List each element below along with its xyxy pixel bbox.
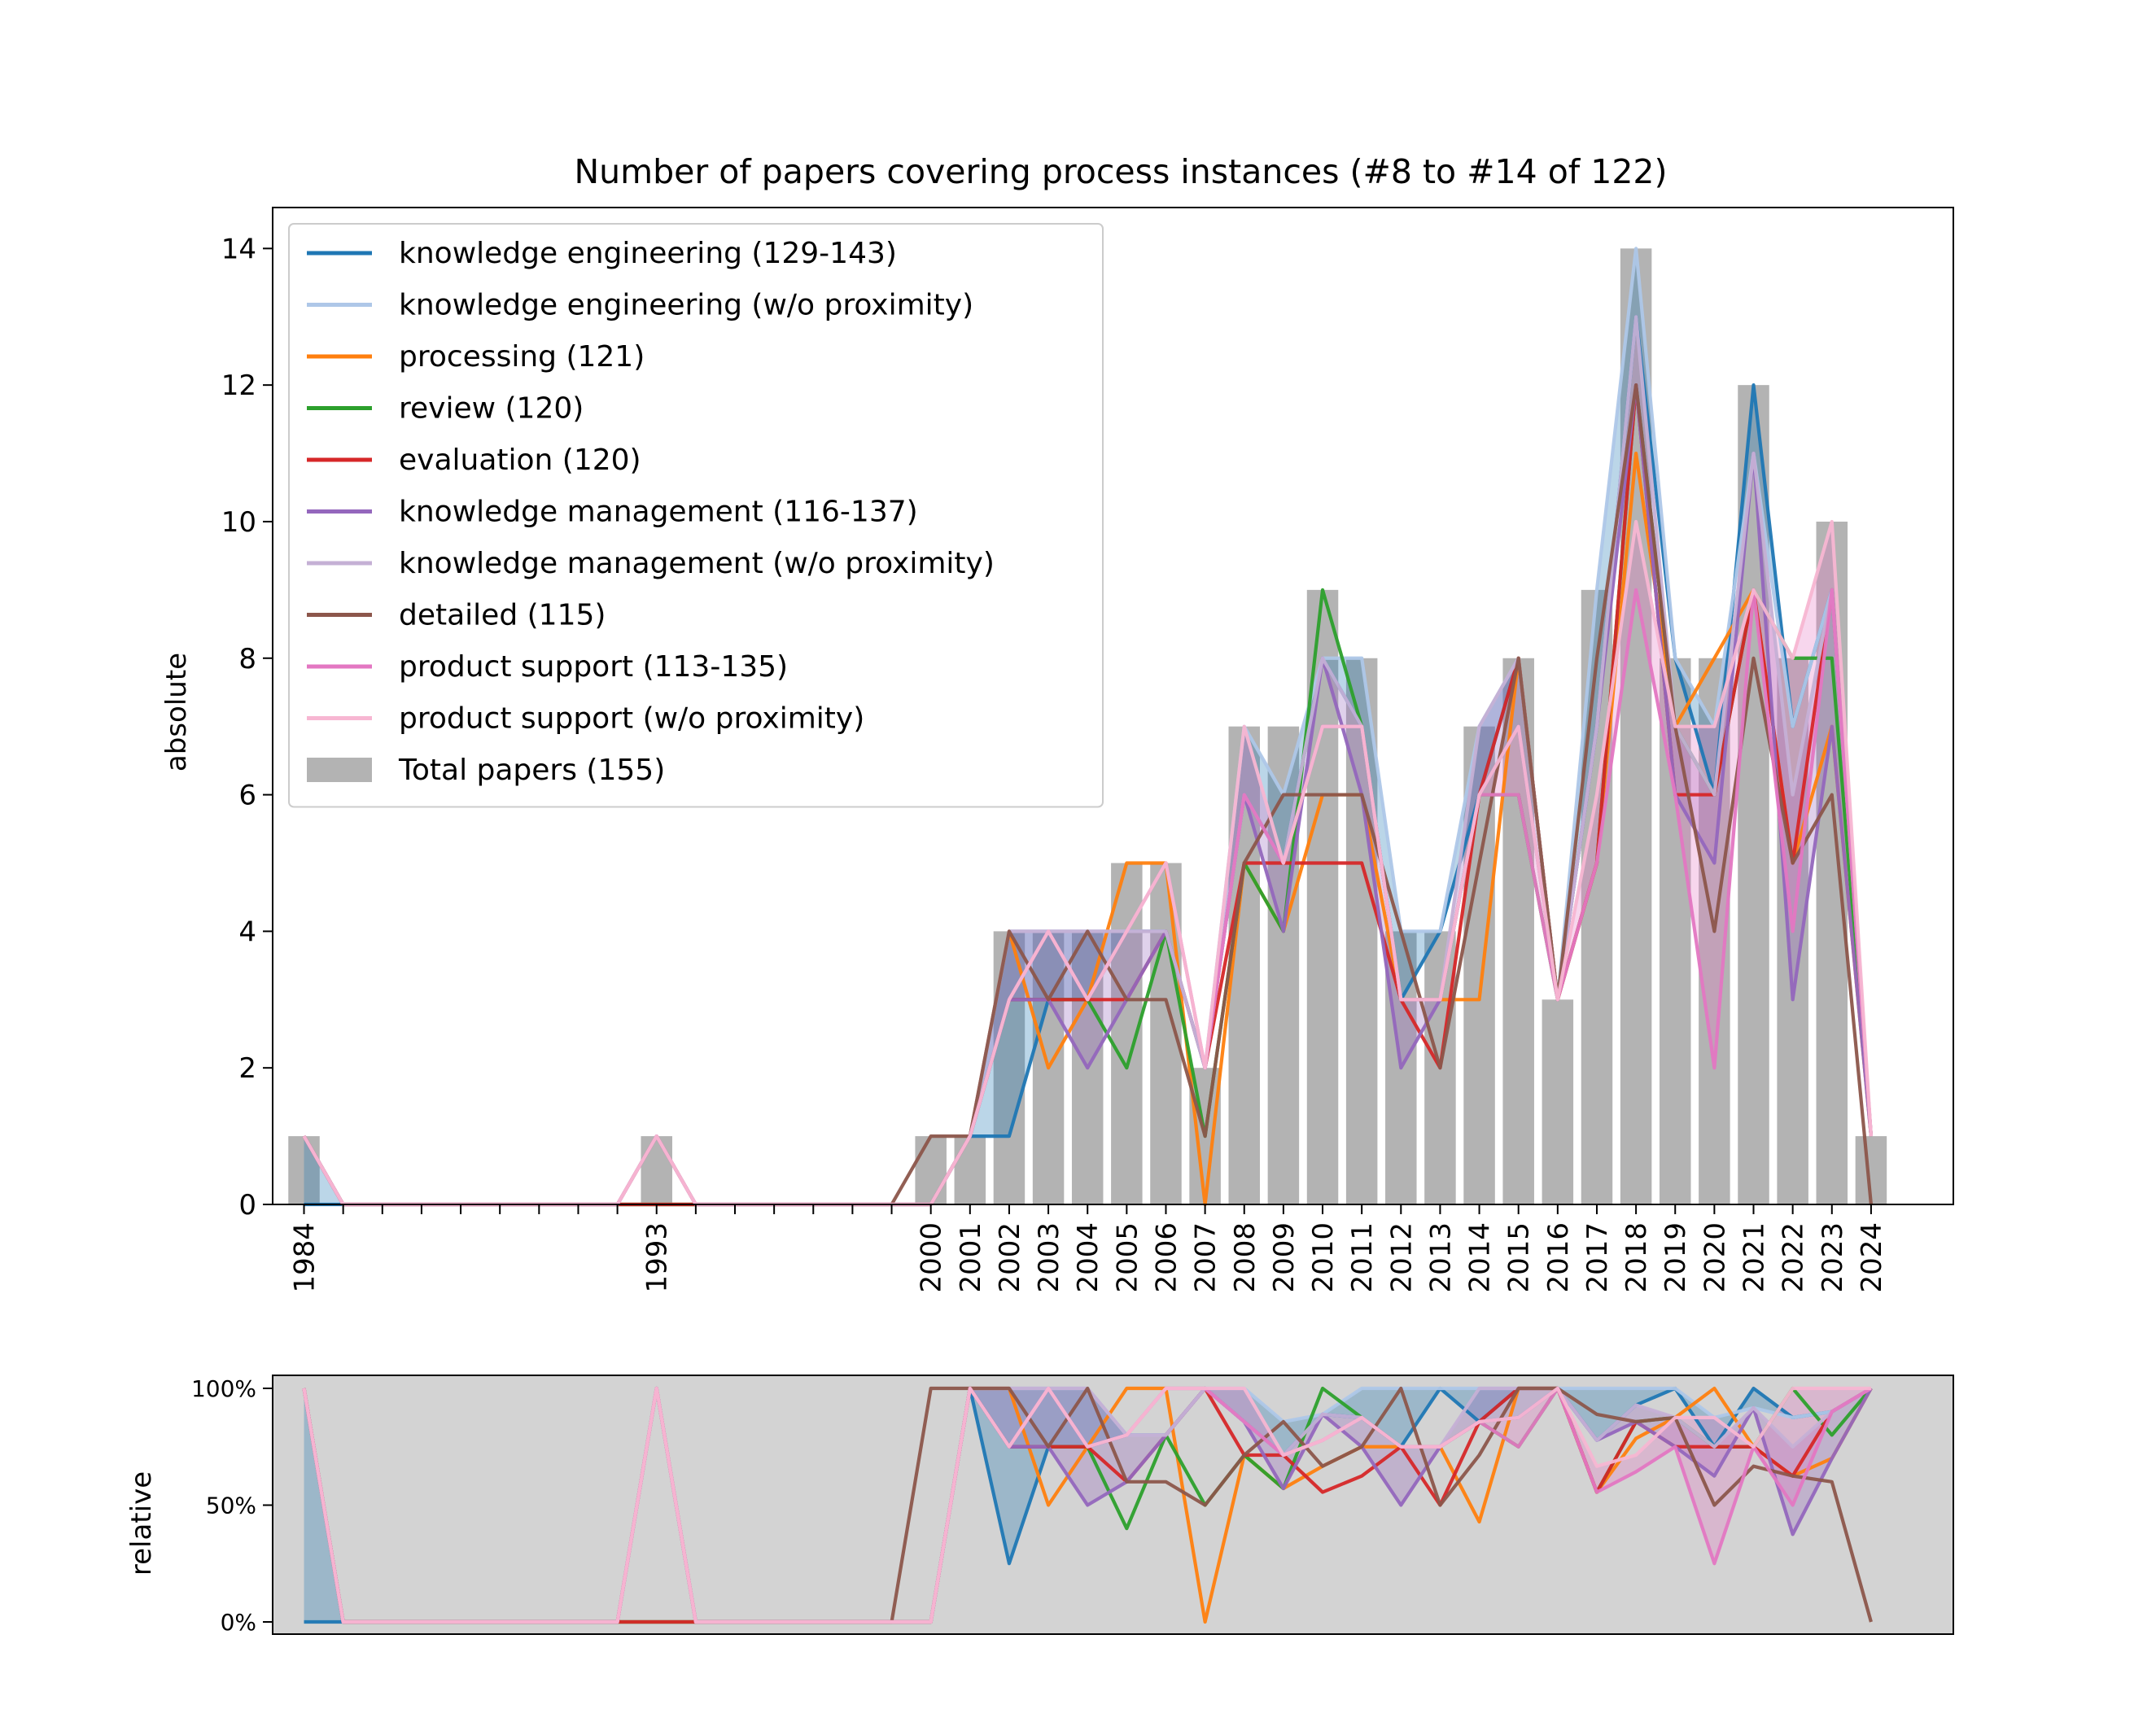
legend-label-3: review (120) xyxy=(399,392,584,426)
total-bar-1984 xyxy=(288,1136,320,1204)
x-tick-label-2021: 2021 xyxy=(1738,1222,1771,1293)
relative-y-tick-label-2: 100% xyxy=(191,1375,256,1402)
total-bar-2002 xyxy=(993,931,1026,1204)
total-bar-2023 xyxy=(1816,521,1848,1204)
x-tick-label-2011: 2011 xyxy=(1346,1222,1379,1293)
x-tick-label-2006: 2006 xyxy=(1150,1222,1183,1293)
relative-y-ticks: 0% 50% 100% xyxy=(191,1375,273,1636)
legend-swatch-total xyxy=(307,758,372,782)
relative-series-line-9 xyxy=(302,1386,1871,1624)
legend-label-2: processing (121) xyxy=(399,340,645,374)
x-tick-label-2000: 2000 xyxy=(916,1222,948,1293)
relative-fill-between-0-1 xyxy=(304,1388,1871,1622)
fill-between-5-6 xyxy=(304,317,1871,1204)
y-tick-label-2: 2 xyxy=(238,1052,256,1085)
legend-label-4: evaluation (120) xyxy=(399,444,641,477)
x-tick-label-1984: 1984 xyxy=(289,1222,321,1293)
relative-plot-area: 0% 50% 100% xyxy=(191,1375,1954,1636)
legend-label-5: knowledge management (116-137) xyxy=(399,496,918,529)
total-bar-1993 xyxy=(641,1136,672,1204)
y-tick-label-14: 14 xyxy=(221,233,256,265)
legend-label-7: detailed (115) xyxy=(399,599,606,632)
relative-y-tick-label-0: 0% xyxy=(221,1609,256,1636)
x-tick-label-2018: 2018 xyxy=(1620,1222,1653,1293)
x-tick-label-2005: 2005 xyxy=(1111,1222,1144,1293)
total-bar-2016 xyxy=(1542,999,1574,1204)
legend-label-0: knowledge engineering (129-143) xyxy=(399,237,897,270)
legend-label-8: product support (113-135) xyxy=(399,650,788,684)
x-tick-label-2023: 2023 xyxy=(1817,1222,1849,1293)
x-tick-label-2013: 2013 xyxy=(1424,1222,1457,1293)
legend: knowledge engineering (129-143) knowledge… xyxy=(288,223,1104,808)
y-tick-label-4: 4 xyxy=(238,916,256,948)
x-tick-label-2016: 2016 xyxy=(1542,1222,1575,1293)
legend-label-6: knowledge management (w/o proximity) xyxy=(399,547,995,580)
x-tick-label-2020: 2020 xyxy=(1699,1222,1731,1293)
y-tick-label-6: 6 xyxy=(238,780,256,812)
x-tick-label-2024: 2024 xyxy=(1856,1222,1888,1293)
x-tick-label-2007: 2007 xyxy=(1190,1222,1222,1293)
x-tick-label-2012: 2012 xyxy=(1385,1222,1418,1293)
relative-fill-between-5-6 xyxy=(304,1388,1871,1622)
chart-title: Number of papers covering process instan… xyxy=(574,152,1667,191)
x-tick-label-2003: 2003 xyxy=(1033,1222,1065,1293)
relative-y-tick-label-1: 50% xyxy=(206,1493,256,1519)
x-tick-label-2008: 2008 xyxy=(1229,1222,1262,1293)
x-ticks: 1984 1993 2000 2001 2002 2003 2004 2005 2006 2007… xyxy=(289,1204,1888,1293)
x-tick-label-2010: 2010 xyxy=(1307,1222,1340,1293)
x-tick-label-2002: 2002 xyxy=(994,1222,1026,1293)
y-axis-label: absolute xyxy=(160,653,193,771)
total-bar-2011 xyxy=(1345,658,1378,1204)
y-tick-label-8: 8 xyxy=(238,643,256,675)
main-axes-frame xyxy=(272,207,1954,1205)
total-bar-2000 xyxy=(915,1136,947,1204)
relative-series-lines xyxy=(302,1386,1873,1624)
total-bar-2001 xyxy=(954,1136,986,1204)
legend-label-9: product support (w/o proximity) xyxy=(399,702,864,736)
legend-label-total: Total papers (155) xyxy=(398,754,665,787)
x-tick-label-1993: 1993 xyxy=(641,1222,674,1293)
x-tick-label-2004: 2004 xyxy=(1072,1222,1104,1293)
x-tick-label-2019: 2019 xyxy=(1660,1222,1692,1293)
y-tick-label-12: 12 xyxy=(221,369,256,402)
x-tick-label-2009: 2009 xyxy=(1268,1222,1301,1293)
x-tick-label-2001: 2001 xyxy=(955,1222,987,1293)
x-tick-label-2015: 2015 xyxy=(1503,1222,1536,1293)
y-ticks: 0 2 4 6 8 10 12 14 xyxy=(221,233,273,1222)
x-tick-label-2022: 2022 xyxy=(1778,1222,1810,1293)
x-tick-label-2014: 2014 xyxy=(1464,1222,1497,1293)
legend-box xyxy=(288,223,1104,808)
legend-label-1: knowledge engineering (w/o proximity) xyxy=(399,289,973,322)
y-tick-label-10: 10 xyxy=(221,506,256,539)
y-tick-label-0: 0 xyxy=(238,1189,256,1222)
x-tick-label-2017: 2017 xyxy=(1581,1222,1614,1293)
relative-y-axis-label: relative xyxy=(125,1471,158,1576)
